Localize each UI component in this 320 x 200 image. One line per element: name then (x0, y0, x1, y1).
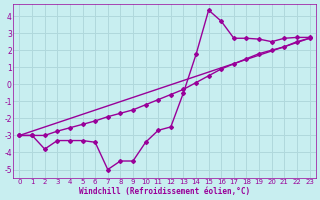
X-axis label: Windchill (Refroidissement éolien,°C): Windchill (Refroidissement éolien,°C) (79, 187, 250, 196)
